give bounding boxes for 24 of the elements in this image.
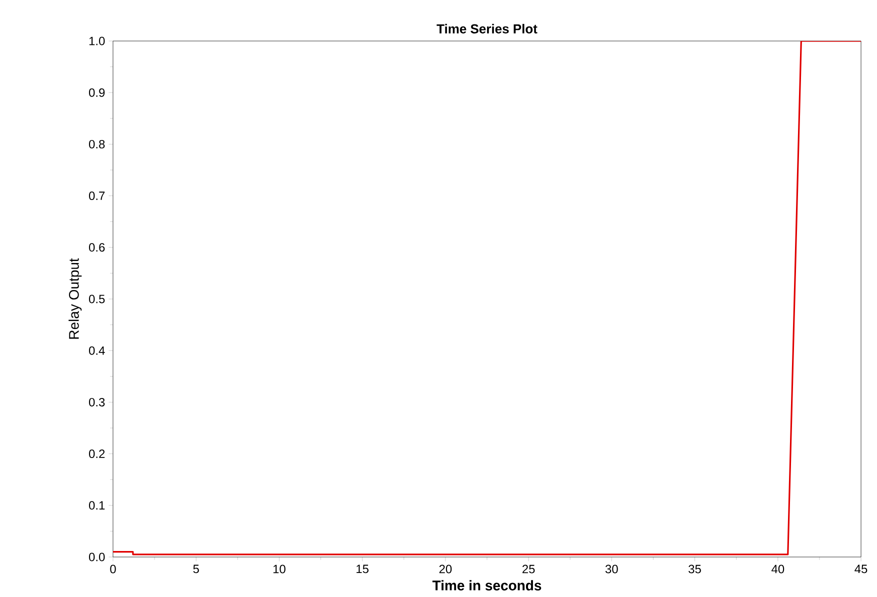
x-tick-label: 30 (605, 564, 618, 574)
x-tick-label: 20 (439, 564, 452, 574)
y-tick-label: 0.1 (88, 501, 105, 510)
y-tick-label: 0.2 (88, 450, 105, 458)
y-tick-label: 0.6 (88, 243, 105, 252)
y-axis-title: Relay Output (68, 258, 82, 339)
x-tick-label: 35 (688, 564, 701, 574)
y-tick-label: 0.0 (88, 552, 105, 562)
x-tick-label: 45 (854, 564, 868, 574)
y-tick-label: 1.0 (89, 36, 105, 46)
chart-title: Time Series Plot (436, 24, 538, 34)
x-tick-label: 0 (110, 564, 116, 574)
x-tick-label: 25 (522, 564, 535, 574)
y-tick-label: 0.4 (88, 346, 105, 355)
x-axis-title: Time in seconds (432, 580, 542, 590)
y-tick-label: 0.7 (88, 192, 105, 200)
x-tick-label: 15 (356, 564, 368, 574)
y-tick-label: 0.8 (88, 140, 105, 148)
x-tick-label: 10 (273, 564, 286, 574)
x-tick-label: 5 (193, 564, 199, 574)
y-tick-label: 0.5 (88, 294, 105, 304)
y-tick-label: 0.9 (88, 88, 105, 97)
x-tick-label: 40 (772, 564, 784, 574)
y-tick-label: 0.3 (88, 398, 105, 406)
